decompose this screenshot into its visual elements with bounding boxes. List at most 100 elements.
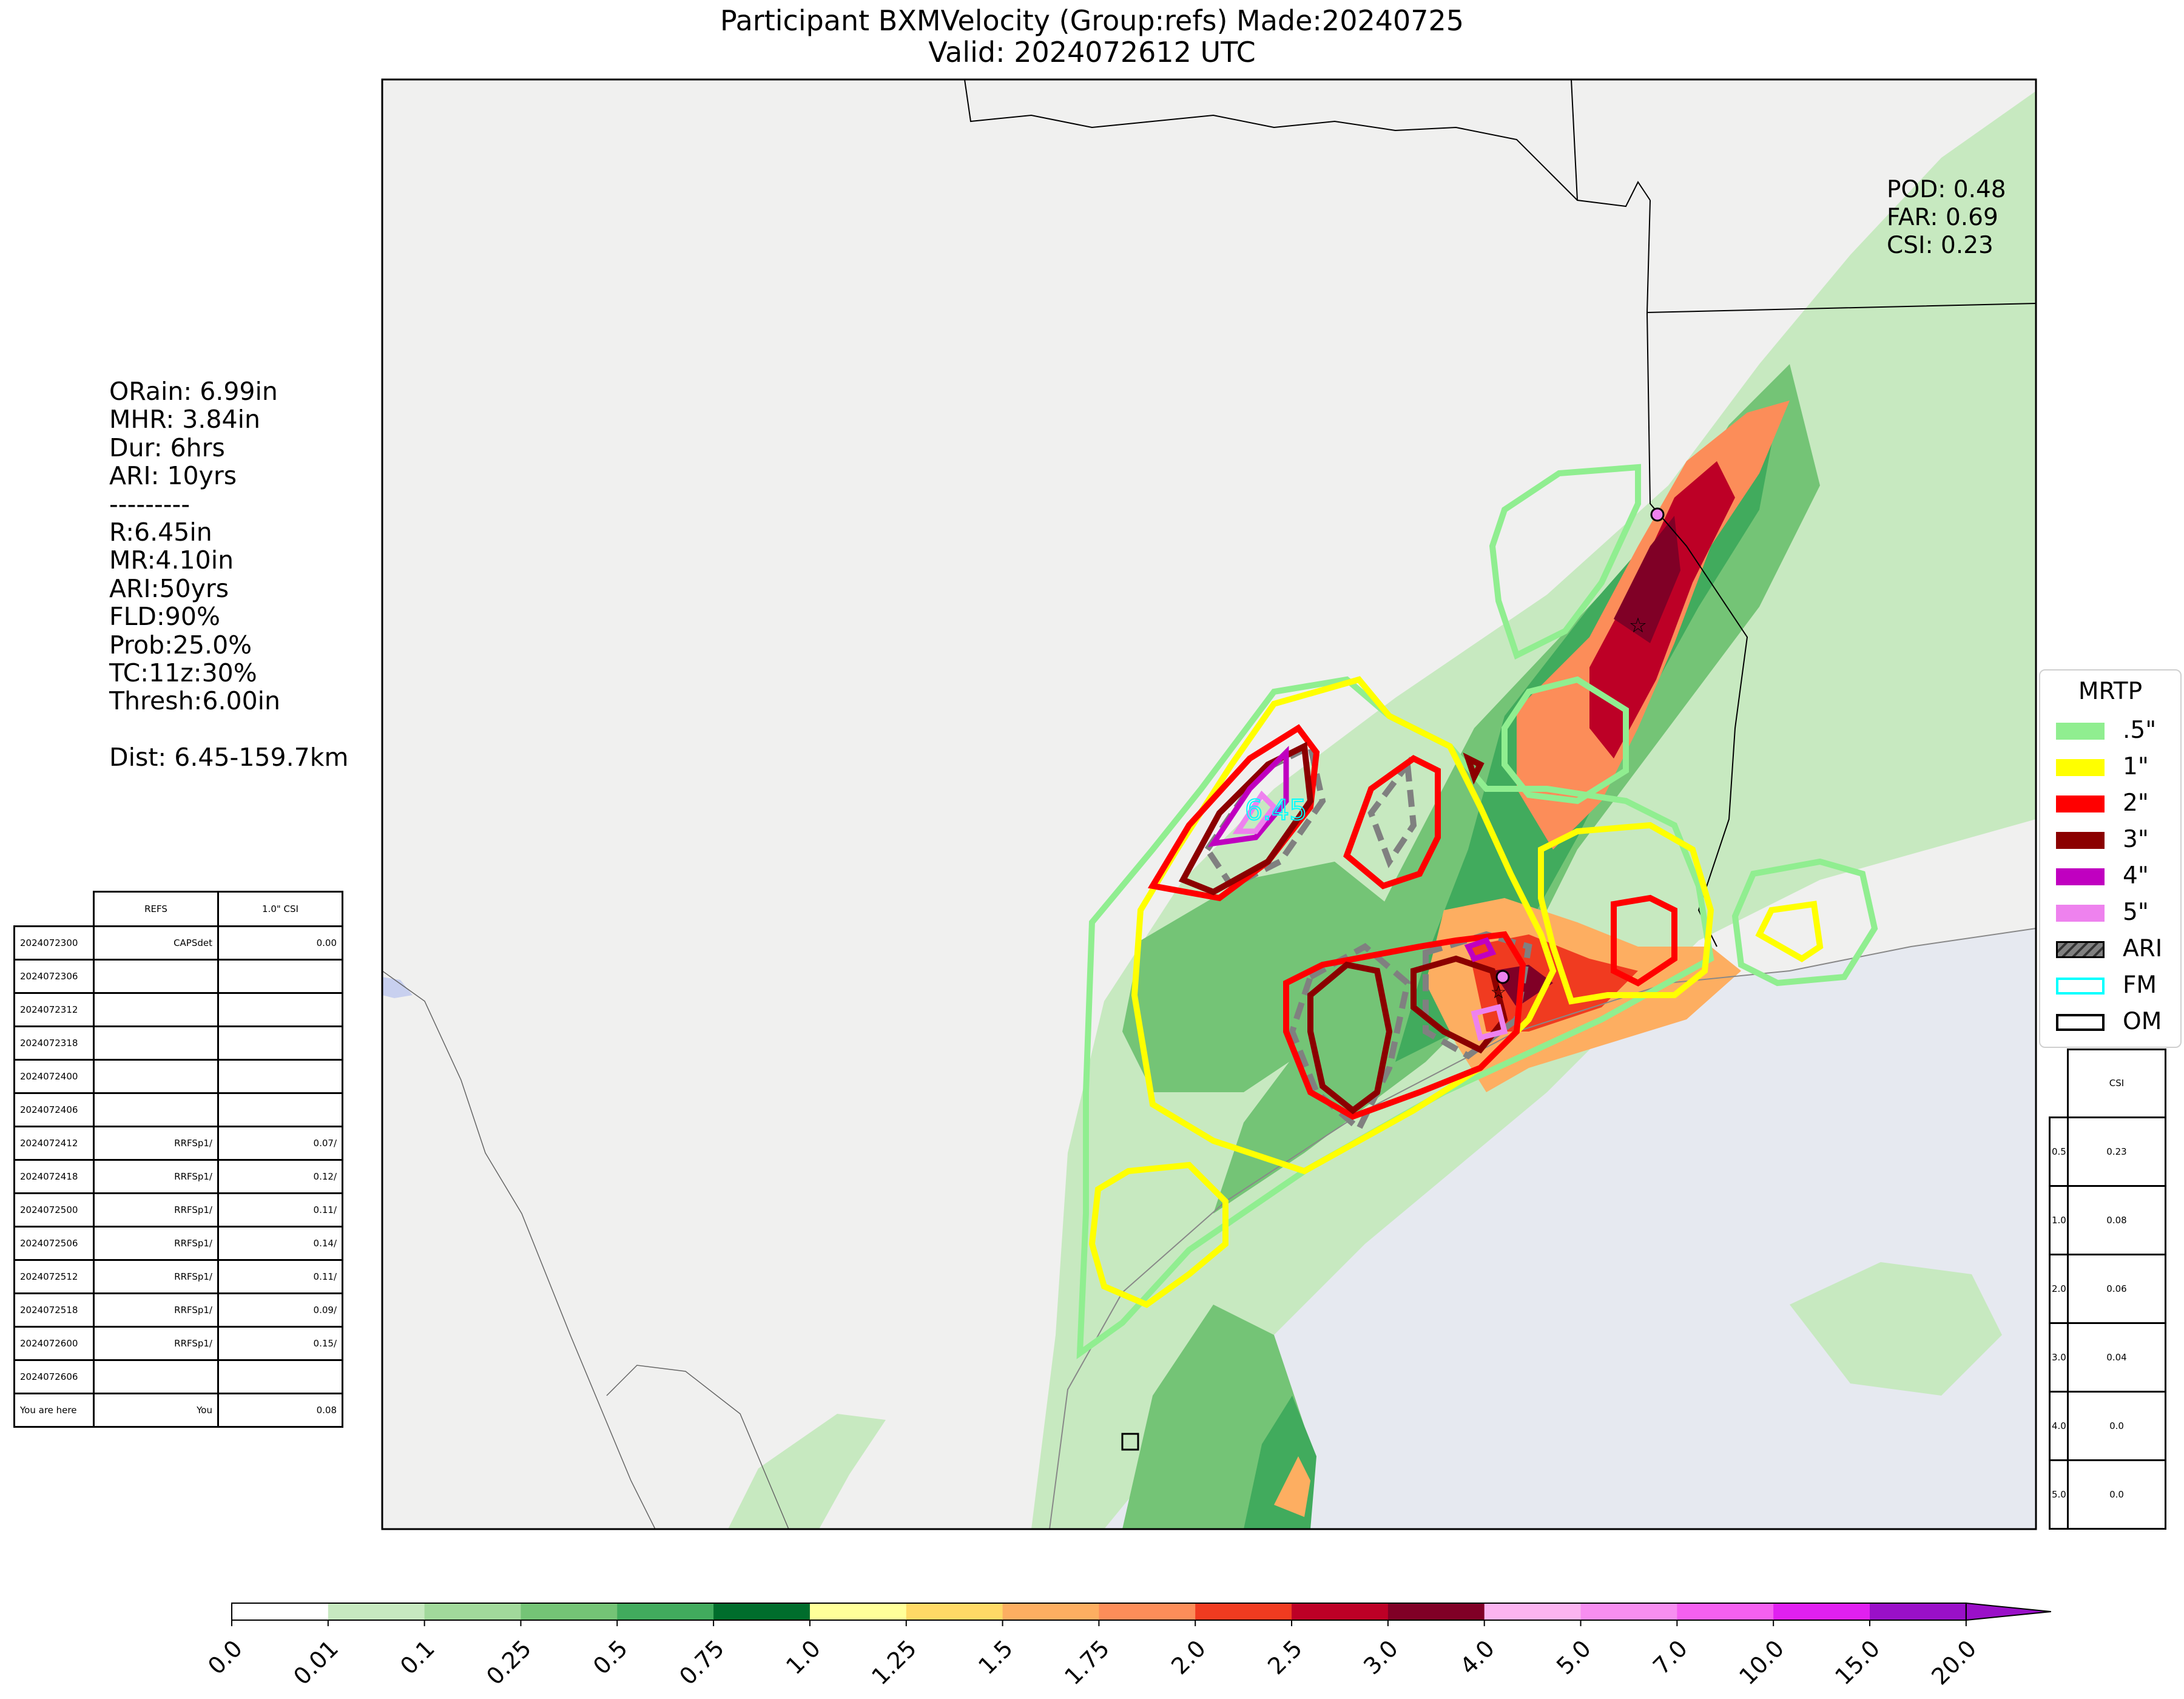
stats-line: Dur: 6hrs [109, 433, 225, 462]
csi-cell: 0.23 [2067, 1116, 2166, 1187]
table-cell: RRFSp1/ [93, 1292, 219, 1328]
threshold-cell: 0.5 [2049, 1116, 2069, 1187]
colorbar-segment [521, 1603, 618, 1620]
legend-swatch [2056, 1014, 2105, 1031]
legend-label: 3" [2123, 826, 2149, 853]
threshold-cell: 4.0 [2049, 1390, 2069, 1461]
table-row: 2024072300 CAPSdet 0.00 [13, 925, 343, 961]
legend-swatch [2056, 868, 2105, 885]
legend-label: ARI [2123, 935, 2163, 962]
contour-4 [1207, 746, 1497, 962]
title-line-2: Valid: 2024072612 UTC [928, 36, 1256, 69]
table-row: 3.0 0.04 [2049, 1322, 2166, 1393]
table-cell: 2024072506 [13, 1226, 95, 1261]
stats-line: Thresh:6.00in [109, 686, 281, 716]
table-cell [93, 1092, 219, 1127]
table-row: 2024072500 RRFSp1/0.11/ [13, 1192, 343, 1228]
table-row: 2024072606 [13, 1359, 343, 1394]
table-cell: 2024072418 [13, 1159, 95, 1194]
colorbar-segment [906, 1603, 1003, 1620]
table-cell: RRFSp1/ [93, 1126, 219, 1161]
table-cell [217, 992, 343, 1027]
obs-marker-north [1650, 507, 1665, 522]
colorbar-segment [232, 1603, 329, 1620]
legend-title: MRTP [2078, 678, 2143, 705]
table-cell [217, 1025, 343, 1061]
colorbar-segment [617, 1603, 714, 1620]
threshold-csi-table: CSI 0.5 0.23 1.0 0.08 2.0 0.06 3.0 0.04 4.0 0.0 5.… [2049, 1049, 2166, 1530]
legend-swatch [2056, 941, 2105, 958]
table-corner [2049, 1049, 2069, 1118]
stats-line [109, 715, 348, 743]
table-cell: 2024072606 [13, 1359, 95, 1394]
csi-cell: 0.0 [2067, 1459, 2166, 1530]
map-frame [381, 78, 2037, 1530]
table-row: 2024072312 [13, 992, 343, 1027]
colorbar-segment [1195, 1603, 1292, 1620]
colorbar-extend-arrow [1965, 1602, 2051, 1621]
table-cell: 2024072406 [13, 1092, 95, 1127]
table-cell: RRFSp1/ [93, 1326, 219, 1361]
table-cell [217, 959, 343, 994]
table-cell: You are here [13, 1393, 95, 1428]
col-header-csi: 1.0" CSI [217, 891, 343, 927]
threshold-cell: 3.0 [2049, 1322, 2069, 1393]
stats-line: --------- [109, 489, 190, 519]
pod-score: POD: 0.48 [1887, 176, 2006, 203]
table-cell [93, 1359, 219, 1394]
csi-cell: 0.06 [2067, 1253, 2166, 1324]
table-cell: 0.00 [217, 925, 343, 961]
gulf-water [1050, 928, 2036, 1529]
table-cell: RRFSp1/ [93, 1259, 219, 1294]
csi-cell: 0.08 [2067, 1184, 2166, 1255]
stats-line: TC:11z:30% [109, 658, 257, 688]
table-cell: 2024072300 [13, 925, 95, 961]
precip-core [1274, 400, 1790, 1517]
colorbar-segment [1870, 1603, 1966, 1620]
legend-swatch [2056, 759, 2105, 776]
refs-csi-table: REFS 1.0" CSI 2024072300 CAPSdet 0.00 20240… [13, 891, 343, 1428]
table-cell [93, 959, 219, 994]
table-cell: 0.09/ [217, 1292, 343, 1328]
colorbar-segment [424, 1603, 521, 1620]
table-cell: 0.07/ [217, 1126, 343, 1161]
table-row: 2024072412 RRFSp1/0.07/ [13, 1126, 343, 1161]
csi-score: CSI: 0.23 [1887, 232, 1994, 259]
stats-line: FLD:90% [109, 602, 220, 632]
table-cell: 0.11/ [217, 1192, 343, 1228]
table-cell: 0.14/ [217, 1226, 343, 1261]
table-cell: 2024072412 [13, 1126, 95, 1161]
table-cell: 2024072500 [13, 1192, 95, 1228]
legend: MRTP .5" 1" 2" 3" 4" 5" ARI FM OM [2039, 669, 2182, 1048]
colorbar-segment [1773, 1603, 1870, 1620]
stats-line: ORain: 6.99in [109, 377, 278, 406]
table-cell: 0.08 [217, 1393, 343, 1428]
stats-line: MR:4.10in [109, 546, 234, 575]
stats-line: ARI:50yrs [109, 573, 229, 603]
threshold-cell: 1.0 [2049, 1184, 2069, 1255]
table-row: 2024072306 [13, 959, 343, 994]
table-cell [93, 1025, 219, 1061]
col-header-refs: REFS [93, 891, 219, 927]
table-row: 2024072406 [13, 1092, 343, 1127]
table-row: 2.0 0.06 [2049, 1253, 2166, 1324]
table-cell: 0.15/ [217, 1326, 343, 1361]
lake [382, 977, 413, 998]
table-row: 4.0 0.0 [2049, 1390, 2166, 1461]
table-row: 2024072418 RRFSp1/0.12/ [13, 1159, 343, 1194]
table-row: 5.0 0.0 [2049, 1459, 2166, 1530]
table-row: 2024072400 [13, 1059, 343, 1094]
table-cell [217, 1092, 343, 1127]
legend-swatch [2056, 795, 2105, 812]
table-row: 2024072600 RRFSp1/0.15/ [13, 1326, 343, 1361]
legend-swatch [2056, 832, 2105, 849]
star-marker: ☆ [1629, 613, 1647, 638]
colorbar-segment [1677, 1603, 1774, 1620]
table-cell: 2024072400 [13, 1059, 95, 1094]
legend-swatch [2056, 905, 2105, 922]
scores-panel: POD: 0.48 FAR: 0.69 CSI: 0.23 [1887, 176, 2006, 260]
map-value-label: 6.45 [1245, 794, 1307, 826]
table-cell: RRFSp1/ [93, 1226, 219, 1261]
table-cell: RRFSp1/ [93, 1159, 219, 1194]
colorbar-segment [1387, 1603, 1485, 1620]
